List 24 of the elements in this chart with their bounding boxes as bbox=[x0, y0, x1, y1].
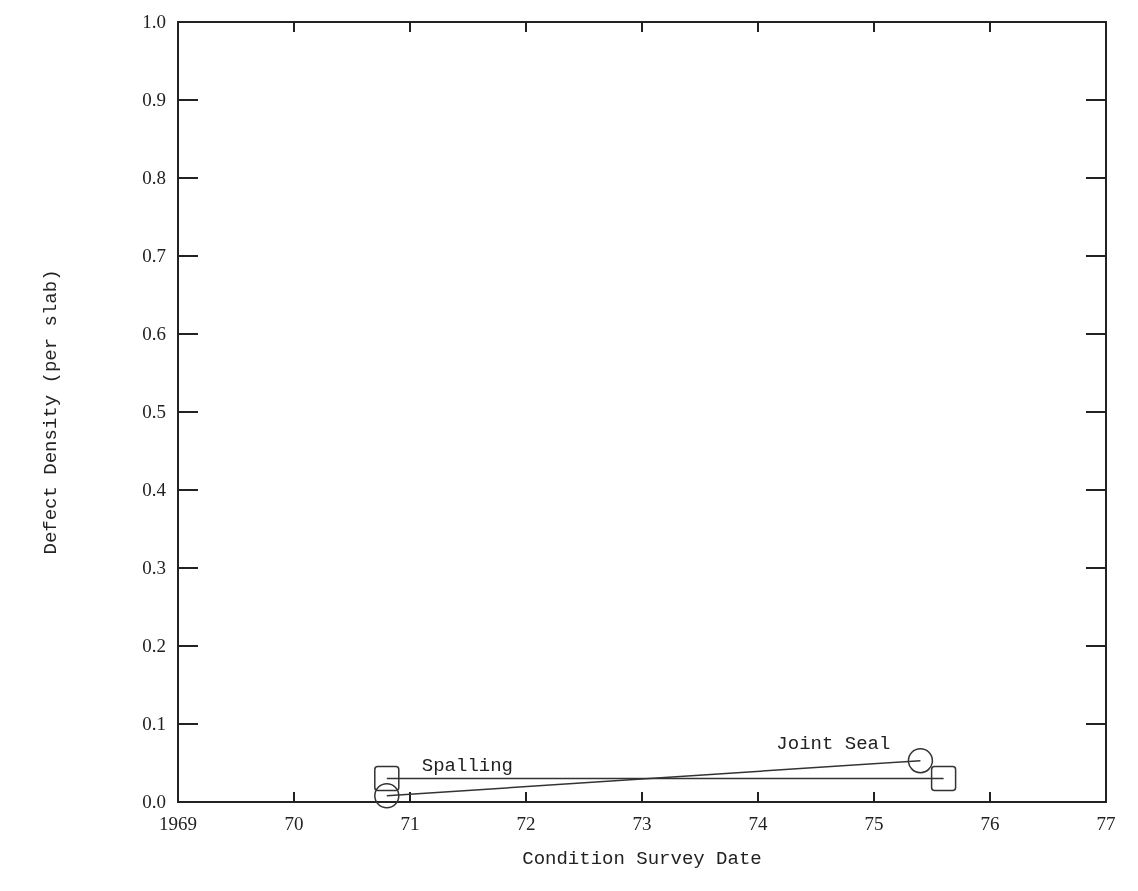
y-tick-label: 0.9 bbox=[142, 89, 166, 110]
x-tick-label: 77 bbox=[1096, 813, 1116, 834]
x-tick-label: 76 bbox=[980, 813, 1000, 834]
series-label: Joint Seal bbox=[776, 732, 891, 755]
series-label: Spalling bbox=[421, 754, 514, 777]
x-tick-label: 70 bbox=[284, 813, 304, 834]
y-tick-label: 0.2 bbox=[142, 635, 166, 656]
y-tick-label: 0.8 bbox=[142, 167, 166, 188]
y-tick-label: 0.4 bbox=[142, 479, 167, 500]
y-tick-label: 0.7 bbox=[142, 245, 166, 266]
x-tick-label: 73 bbox=[632, 813, 652, 834]
x-tick-label: 74 bbox=[748, 813, 768, 834]
x-tick-label: 75 bbox=[864, 813, 884, 834]
x-tick-label: 1969 bbox=[159, 813, 197, 834]
y-tick-label: 0.3 bbox=[142, 557, 166, 578]
y-tick-label: 0.6 bbox=[142, 323, 166, 344]
y-tick-label: 0.1 bbox=[142, 713, 166, 734]
x-tick-label: 72 bbox=[516, 813, 536, 834]
y-tick-label: 0.5 bbox=[142, 401, 166, 422]
x-axis-title: Condition Survey Date bbox=[522, 848, 762, 870]
y-tick-label: 0.0 bbox=[142, 791, 166, 812]
y-axis-title: Defect Density (per slab) bbox=[40, 269, 62, 555]
y-tick-label: 1.0 bbox=[142, 11, 166, 32]
x-tick-label: 71 bbox=[400, 813, 420, 834]
